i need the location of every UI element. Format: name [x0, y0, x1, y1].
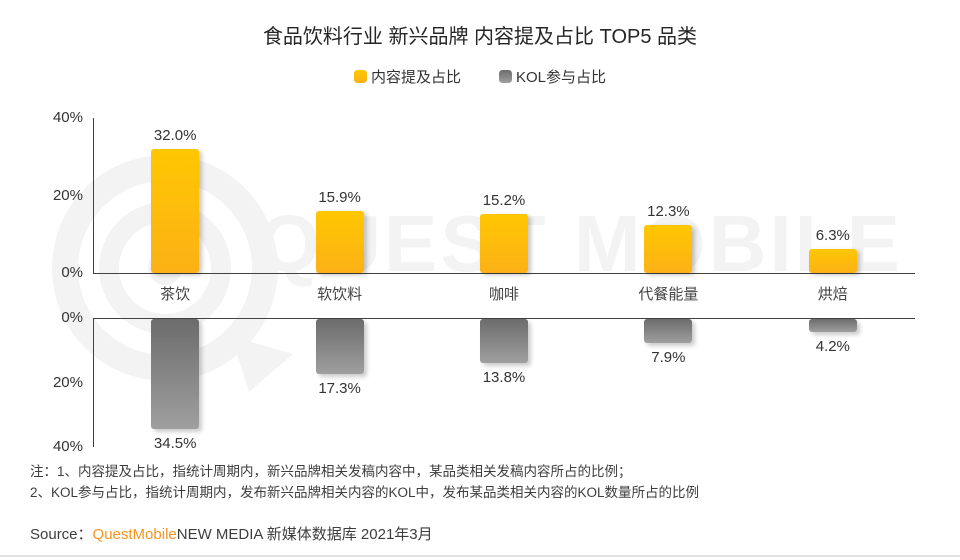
upper-axis-tick-label: 0%	[61, 264, 83, 281]
lower-x-axis-line	[93, 318, 915, 319]
category-label: 茶饮	[160, 286, 191, 303]
footnotes: 注：1、内容提及占比，指统计周期内，新兴品牌相关发稿内容中，某品类相关发稿内容所…	[30, 461, 699, 503]
bar-value-label: 4.2%	[815, 337, 850, 355]
bottom-divider	[0, 555, 960, 557]
chart-title: 食品饮料行业 新兴品牌 内容提及占比 TOP5 品类	[262, 26, 698, 48]
legend-label: 内容提及占比	[370, 69, 461, 86]
lower-y-axis-line	[93, 318, 94, 447]
bar-value-label: 32.0%	[153, 127, 197, 144]
upper-y-axis-line	[93, 118, 94, 273]
bar-value-label: 17.3%	[318, 379, 361, 397]
category-label: 软饮料	[317, 286, 363, 303]
source-label: Source：	[30, 526, 93, 543]
bar-kol-participation	[644, 319, 693, 344]
bar-value-label: 12.3%	[647, 203, 690, 221]
source-line: Source：QuestMobileNEW MEDIA 新媒体数据库 2021年…	[30, 523, 433, 544]
upper-axis-tick-label: 40%	[52, 109, 83, 126]
source-rest: NEW MEDIA 新媒体数据库 2021年3月	[176, 526, 433, 543]
bar-kol-participation	[808, 319, 857, 332]
bar-value-label: 13.8%	[482, 368, 526, 386]
category-label: 烘焙	[817, 286, 848, 303]
lower-axis-tick-label: 20%	[52, 373, 83, 391]
bar-content-mention	[315, 211, 364, 273]
footnote-line-1: 注：1、内容提及占比，指统计周期内，新兴品牌相关发稿内容中，某品类相关发稿内容所…	[30, 464, 632, 479]
upper-x-axis-line	[93, 273, 915, 274]
bar-value-label: 6.3%	[815, 226, 850, 244]
bar-content-mention	[644, 225, 693, 273]
bar-value-label: 34.5%	[153, 435, 197, 453]
bar-content-mention	[808, 248, 857, 273]
legend: 内容提及占比 KOL参与占比	[0, 66, 960, 87]
category-label: 代餐能量	[638, 286, 699, 303]
source-brand: QuestMobile	[92, 526, 177, 543]
lower-axis-tick-label: 0%	[61, 309, 83, 326]
legend-item: 内容提及占比	[353, 66, 461, 87]
lower-axis-tick-label: 40%	[52, 438, 83, 455]
bar-value-label: 15.2%	[482, 192, 526, 210]
bar-content-mention	[480, 214, 528, 273]
bar-kol-participation	[151, 319, 200, 430]
legend-label: KOL参与占比	[516, 69, 607, 86]
category-label: 咖啡	[488, 286, 519, 303]
bar-kol-participation	[315, 319, 364, 374]
bar-value-label: 7.9%	[651, 349, 686, 367]
bar-kol-participation	[480, 319, 528, 363]
legend-item: KOL参与占比	[499, 66, 606, 87]
footnote-line-2: 2、KOL参与占比，指统计周期内，发布新兴品牌相关内容的KOL中，发布某品类相关…	[30, 485, 700, 500]
bar-value-label: 15.9%	[318, 189, 361, 207]
upper-axis-tick-label: 20%	[52, 186, 83, 204]
bar-content-mention	[151, 149, 200, 273]
legend-swatch-icon	[499, 70, 512, 83]
legend-swatch-icon	[353, 70, 367, 83]
